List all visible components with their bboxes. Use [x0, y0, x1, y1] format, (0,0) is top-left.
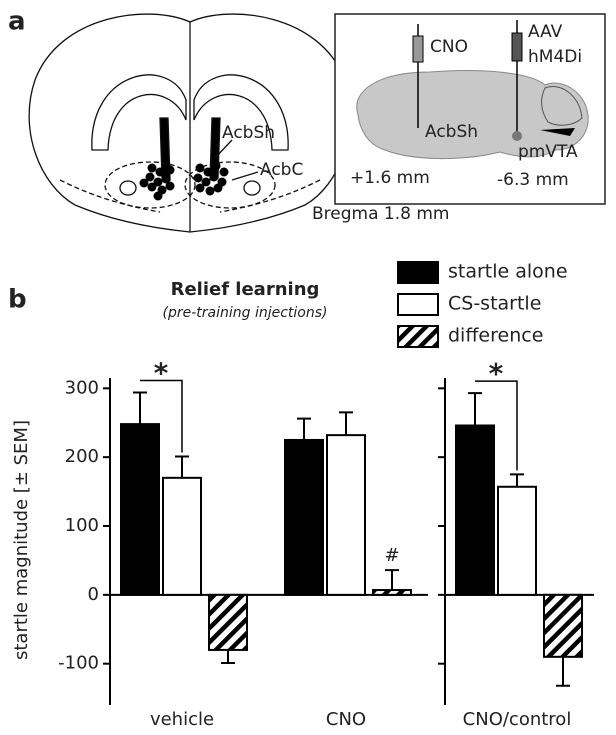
- significance-bracket: [475, 380, 518, 471]
- injection-label: CNO: [430, 37, 468, 57]
- significance-label: *: [489, 357, 504, 390]
- error-bar: [385, 569, 399, 591]
- chart-subtitle: (pre-training injections): [163, 305, 328, 321]
- target-label: pmVTA: [518, 142, 578, 162]
- bar: [162, 476, 202, 596]
- charts: -100 0 100 200 300 vehicle CNO * # b Relief learni…: [8, 261, 594, 730]
- significance-label: #: [384, 545, 399, 566]
- x-tick-label: CNO/control: [463, 709, 572, 730]
- error-bar: [510, 473, 524, 487]
- injection-label: hM4Di: [528, 47, 582, 67]
- bar: [326, 434, 366, 596]
- panel-label: a: [8, 7, 26, 37]
- coordinate-label: +1.6 mm: [350, 168, 430, 188]
- coronal-section: [28, 13, 351, 233]
- injection-label: AAV: [528, 22, 563, 42]
- coordinate-label: -6.3 mm: [497, 170, 569, 190]
- legend-swatch: [397, 261, 439, 284]
- y-tick-label: -100: [58, 653, 99, 674]
- error-bar: [175, 455, 189, 478]
- bar: [120, 423, 160, 596]
- bar: [497, 485, 537, 596]
- bar: [543, 593, 583, 658]
- sagittal-brain: [356, 20, 589, 160]
- region-label: AcbC: [260, 160, 303, 180]
- legend-swatch: [397, 325, 439, 348]
- error-bar: [468, 392, 482, 426]
- error-bar: [556, 656, 570, 687]
- error-bar: [133, 391, 147, 425]
- bar: [455, 424, 495, 596]
- injection-sites: [139, 161, 229, 201]
- bar: [208, 593, 248, 651]
- legend-label: difference: [448, 325, 543, 347]
- x-tick-label: CNO: [326, 709, 366, 730]
- y-tick-label: 100: [65, 515, 99, 536]
- significance-label: *: [154, 356, 169, 389]
- legend-swatch: [397, 293, 439, 316]
- y-tick-label: 0: [88, 584, 99, 605]
- error-bar: [339, 411, 353, 436]
- error-bar: [221, 649, 235, 665]
- y-tick-label: 300: [65, 377, 99, 398]
- bar: [284, 438, 324, 596]
- x-tick-label: vehicle: [150, 709, 214, 730]
- y-tick-label: 200: [65, 446, 99, 467]
- target-label: AcbSh: [425, 122, 478, 142]
- bregma-label: Bregma 1.8 mm: [312, 204, 449, 224]
- legend-label: CS-startle: [448, 293, 541, 315]
- region-label: AcbSh: [222, 123, 275, 143]
- significance-bracket: [140, 379, 183, 453]
- chart-title: Relief learning: [171, 279, 320, 300]
- legend-label: startle alone: [448, 261, 568, 283]
- panel-label: b: [8, 285, 27, 315]
- y-axis-label: startle magnitude [± SEM]: [11, 420, 32, 660]
- error-bar: [297, 417, 311, 440]
- bar: [372, 589, 412, 596]
